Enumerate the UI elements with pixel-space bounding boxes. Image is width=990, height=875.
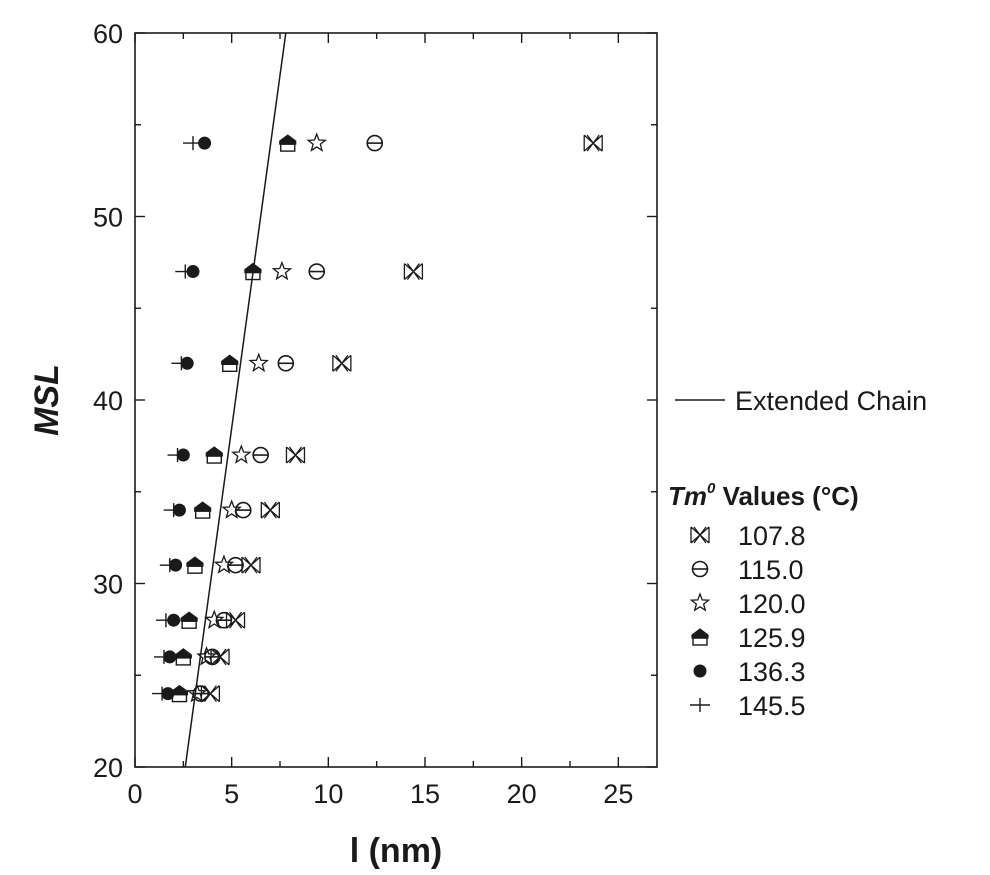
data-point <box>308 263 326 280</box>
series-120-0 <box>186 132 328 703</box>
plot-area <box>152 33 603 767</box>
data-point <box>171 356 192 371</box>
data-point <box>583 134 603 152</box>
series-115-0 <box>192 134 384 702</box>
data-point <box>203 609 225 629</box>
data-point <box>366 134 384 152</box>
data-point <box>285 446 306 464</box>
data-point <box>234 501 252 519</box>
data-point <box>155 613 176 628</box>
data-point <box>198 136 212 150</box>
y-tick-label: 60 <box>93 19 123 49</box>
axes: 0 5 10 15 20 25 20 30 40 50 60 l (nm) MSL <box>28 19 658 870</box>
legend-label: 115.0 <box>738 555 804 585</box>
data-point <box>205 446 223 464</box>
data-point <box>227 556 244 574</box>
data-point <box>271 260 293 281</box>
data-point <box>241 556 261 574</box>
x-tick-label: 25 <box>603 779 633 809</box>
legend-label: 107.8 <box>738 521 806 551</box>
data-point <box>163 503 184 518</box>
y-tick-label: 40 <box>93 386 123 416</box>
data-point <box>277 354 295 372</box>
x-tick-label: 0 <box>127 779 142 809</box>
x-axis-title: l (nm) <box>350 832 443 870</box>
data-point <box>175 264 196 279</box>
data-point <box>174 648 192 666</box>
x-tick-label: 20 <box>507 779 537 809</box>
legend-label: 125.9 <box>738 623 806 653</box>
legend-marker <box>690 526 710 544</box>
data-point <box>192 685 210 702</box>
legend-marker <box>693 664 707 678</box>
data-point <box>244 262 262 281</box>
series-145-5 <box>152 136 203 701</box>
data-point <box>152 686 173 701</box>
legend-marker <box>690 698 710 712</box>
x-tick-label: 15 <box>410 779 440 809</box>
legend-extended-chain-label: Extended Chain <box>735 386 927 416</box>
data-point <box>186 556 204 574</box>
legend-marker <box>689 592 711 612</box>
series-125-9 <box>170 134 297 703</box>
data-point <box>167 448 188 463</box>
data-point <box>248 352 270 373</box>
data-point <box>231 444 252 464</box>
y-axis-title: MSL <box>28 364 66 436</box>
x-tick-label: 10 <box>313 779 343 809</box>
legend-marker <box>691 628 709 646</box>
data-point <box>159 558 180 573</box>
y-tick-label: 30 <box>93 570 123 600</box>
data-point <box>180 611 198 629</box>
data-point <box>260 501 280 519</box>
data-point <box>194 501 212 519</box>
legend-marker <box>691 560 709 578</box>
data-point <box>332 354 352 372</box>
legend-label: 120.0 <box>738 589 806 619</box>
legend-title: Tm0 Values (°C) <box>668 480 859 511</box>
extended-chain-line <box>184 33 287 767</box>
series-107-8 <box>200 134 603 703</box>
data-point <box>403 263 424 281</box>
legend: Extended Chain Tm0 Values (°C) 107.8 115.0 1… <box>668 386 927 721</box>
data-point <box>186 682 208 703</box>
y-tick-label: 20 <box>93 753 123 783</box>
data-point <box>252 446 269 464</box>
y-tick-label: 50 <box>93 203 123 233</box>
x-tick-label: 5 <box>224 779 239 809</box>
data-point <box>279 134 297 152</box>
data-point <box>221 354 239 372</box>
data-point <box>213 554 235 574</box>
data-point <box>154 649 174 664</box>
data-point <box>221 499 242 519</box>
legend-label: 136.3 <box>738 657 806 687</box>
data-point <box>306 132 328 152</box>
data-point <box>196 646 217 666</box>
legend-label: 145.5 <box>738 691 806 721</box>
data-point <box>183 136 203 151</box>
